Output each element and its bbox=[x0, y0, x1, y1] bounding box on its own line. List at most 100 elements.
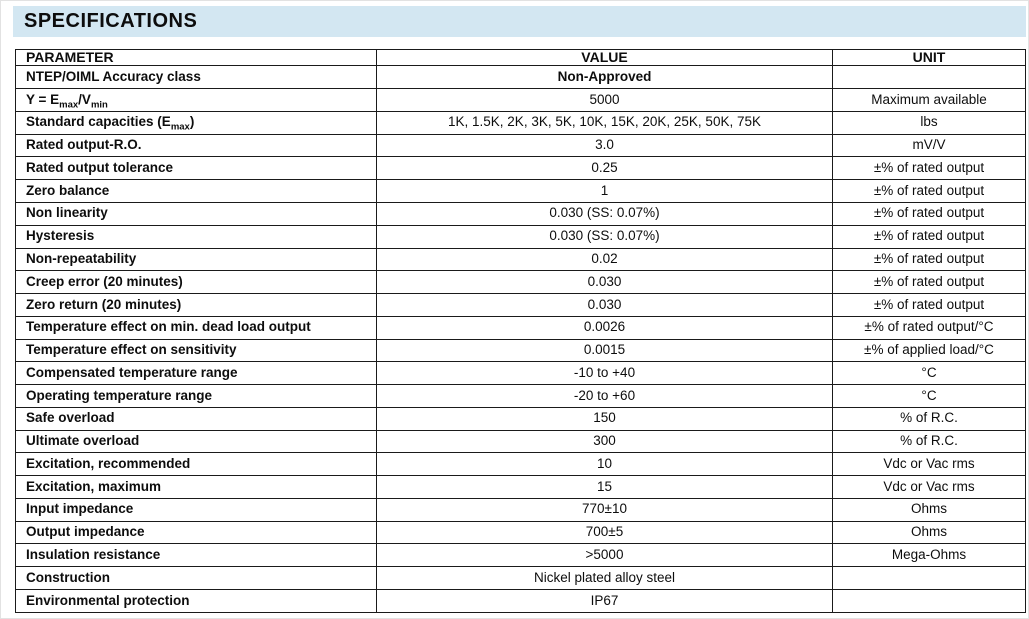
unit-cell: ±% of applied load/°C bbox=[832, 338, 1026, 363]
parameter-cell: Zero return (20 minutes) bbox=[15, 293, 377, 317]
unit-cell: % of R.C. bbox=[832, 406, 1026, 431]
table-row: Hysteresis 0.030 (SS: 0.07%) ±% of rated o… bbox=[15, 224, 1026, 249]
unit-cell: Vdc or Vac rms bbox=[832, 452, 1026, 477]
table-row: Safe overload 150% of R.C. bbox=[15, 406, 1026, 431]
value-cell: 0.030 (SS: 0.07%) bbox=[376, 224, 833, 249]
parameter-cell: Hysteresis bbox=[15, 224, 377, 249]
value-cell: 10 bbox=[376, 452, 833, 477]
value-cell: 300 bbox=[376, 429, 833, 454]
table-header-row: PARAMETER VALUE UNIT bbox=[15, 48, 1026, 67]
parameter-cell: Excitation, maximum bbox=[15, 475, 377, 499]
specifications-table: PARAMETER VALUE UNIT NTEP/OIML Accuracy … bbox=[15, 48, 1026, 613]
table-row: Excitation, maximum 15 Vdc or Vac rms bbox=[15, 475, 1026, 499]
unit-cell: mV/V bbox=[832, 133, 1026, 158]
value-cell: IP67 bbox=[376, 589, 833, 613]
section-title: SPECIFICATIONS bbox=[24, 10, 198, 32]
value-cell: 0.25 bbox=[376, 156, 833, 181]
table-row: Temperature effect on sensitivity 0.0015 ±… bbox=[15, 338, 1026, 363]
unit-cell bbox=[832, 566, 1026, 590]
value-cell: -10 to +40 bbox=[376, 361, 833, 386]
unit-cell: lbs bbox=[832, 110, 1026, 135]
unit-cell: % of R.C. bbox=[832, 429, 1026, 454]
table-row: Operating temperature range -20 to +60 °C bbox=[15, 384, 1026, 408]
table-row: Output impedance 700±5 Ohms bbox=[15, 520, 1026, 545]
value-cell: 3.0 bbox=[376, 133, 833, 158]
table-row: Ultimate overload 300% of R.C. bbox=[15, 429, 1026, 454]
unit-cell: ±% of rated output bbox=[832, 224, 1026, 249]
parameter-cell: Input impedance bbox=[15, 497, 377, 522]
parameter-cell: Creep error (20 minutes) bbox=[15, 270, 377, 295]
unit-cell: ±% of rated output bbox=[832, 201, 1026, 226]
value-cell: Nickel plated alloy steel bbox=[376, 566, 833, 590]
parameter-cell: Rated output tolerance bbox=[15, 156, 377, 181]
table-row: Compensated temperature range -10 to +40 °… bbox=[15, 361, 1026, 386]
column-header-value: VALUE bbox=[376, 48, 833, 67]
value-cell: 1K, 1.5K, 2K, 3K, 5K, 10K, 15K, 20K, 25K… bbox=[376, 110, 833, 135]
unit-cell: ±% of rated output bbox=[832, 156, 1026, 181]
unit-cell: Ohms bbox=[832, 497, 1026, 522]
parameter-cell: Environmental protection bbox=[15, 589, 377, 613]
unit-cell bbox=[832, 65, 1026, 90]
column-header-unit: UNIT bbox=[832, 48, 1026, 67]
table-row: Rated output-R.O. 3.0 mV/V bbox=[15, 133, 1026, 158]
column-header-parameter: PARAMETER bbox=[15, 48, 377, 67]
unit-cell: ±% of rated output/°C bbox=[832, 315, 1026, 340]
table-row: NTEP/OIML Accuracy class Non-Approved bbox=[15, 65, 1026, 90]
unit-cell: ±% of rated output bbox=[832, 270, 1026, 295]
parameter-cell: Construction bbox=[15, 566, 377, 590]
parameter-cell: Temperature effect on sensitivity bbox=[15, 338, 377, 363]
value-cell: 1 bbox=[376, 179, 833, 203]
table-row: Y = Emax/Vmin 5000 Maximum available bbox=[15, 88, 1026, 112]
value-cell: 15 bbox=[376, 475, 833, 499]
value-cell: 0.030 bbox=[376, 293, 833, 317]
parameter-cell: Operating temperature range bbox=[15, 384, 377, 408]
table-row: Insulation resistance >5000 Mega-Ohms bbox=[15, 543, 1026, 568]
parameter-cell: Insulation resistance bbox=[15, 543, 377, 568]
unit-cell: ±% of rated output bbox=[832, 179, 1026, 203]
value-cell: 0.030 bbox=[376, 270, 833, 295]
table-row: Creep error (20 minutes) 0.030 ±% of rated… bbox=[15, 270, 1026, 295]
table-row: Standard capacities (Emax) 1K, 1.5K, 2K, … bbox=[15, 110, 1026, 135]
value-cell: >5000 bbox=[376, 543, 833, 568]
table-row: Construction Nickel plated alloy steel bbox=[15, 566, 1026, 590]
parameter-cell: Ultimate overload bbox=[15, 429, 377, 454]
parameter-cell: Excitation, recommended bbox=[15, 452, 377, 477]
value-cell: 770±10 bbox=[376, 497, 833, 522]
section-header: SPECIFICATIONS bbox=[13, 6, 1026, 37]
table-row: Non linearity 0.030 (SS: 0.07%) ±% of rate… bbox=[15, 201, 1026, 226]
parameter-cell: Output impedance bbox=[15, 520, 377, 545]
table-row: Environmental protection IP67 bbox=[15, 589, 1026, 613]
parameter-cell: Temperature effect on min. dead load out… bbox=[15, 315, 377, 340]
table-row: Zero balance 1 ±% of rated output bbox=[15, 179, 1026, 203]
unit-cell: ±% of rated output bbox=[832, 293, 1026, 317]
unit-cell: Vdc or Vac rms bbox=[832, 475, 1026, 499]
parameter-cell: Safe overload bbox=[15, 406, 377, 431]
value-cell: 0.02 bbox=[376, 247, 833, 272]
unit-cell: Maximum available bbox=[832, 88, 1026, 112]
parameter-cell: Standard capacities (Emax) bbox=[15, 110, 377, 135]
parameter-cell: Y = Emax/Vmin bbox=[15, 88, 377, 112]
parameter-cell: Non-repeatability bbox=[15, 247, 377, 272]
table-row: Non-repeatability 0.02 ±% of rated output bbox=[15, 247, 1026, 272]
value-cell: -20 to +60 bbox=[376, 384, 833, 408]
value-cell: Non-Approved bbox=[376, 65, 833, 90]
value-cell: 0.030 (SS: 0.07%) bbox=[376, 201, 833, 226]
parameter-cell: Zero balance bbox=[15, 179, 377, 203]
parameter-cell: Compensated temperature range bbox=[15, 361, 377, 386]
unit-cell: °C bbox=[832, 361, 1026, 386]
value-cell: 5000 bbox=[376, 88, 833, 112]
value-cell: 700±5 bbox=[376, 520, 833, 545]
table-row: Input impedance 770±10 Ohms bbox=[15, 497, 1026, 522]
parameter-cell: NTEP/OIML Accuracy class bbox=[15, 65, 377, 90]
table-row: Zero return (20 minutes) 0.030 ±% of rated… bbox=[15, 293, 1026, 317]
unit-cell: Mega-Ohms bbox=[832, 543, 1026, 568]
value-cell: 0.0015 bbox=[376, 338, 833, 363]
unit-cell: ±% of rated output bbox=[832, 247, 1026, 272]
table-row: Temperature effect on min. dead load out… bbox=[15, 315, 1026, 340]
value-cell: 150 bbox=[376, 406, 833, 431]
unit-cell bbox=[832, 589, 1026, 613]
unit-cell: °C bbox=[832, 384, 1026, 408]
table-row: Rated output tolerance 0.25 ±% of rated ou… bbox=[15, 156, 1026, 181]
parameter-cell: Rated output-R.O. bbox=[15, 133, 377, 158]
